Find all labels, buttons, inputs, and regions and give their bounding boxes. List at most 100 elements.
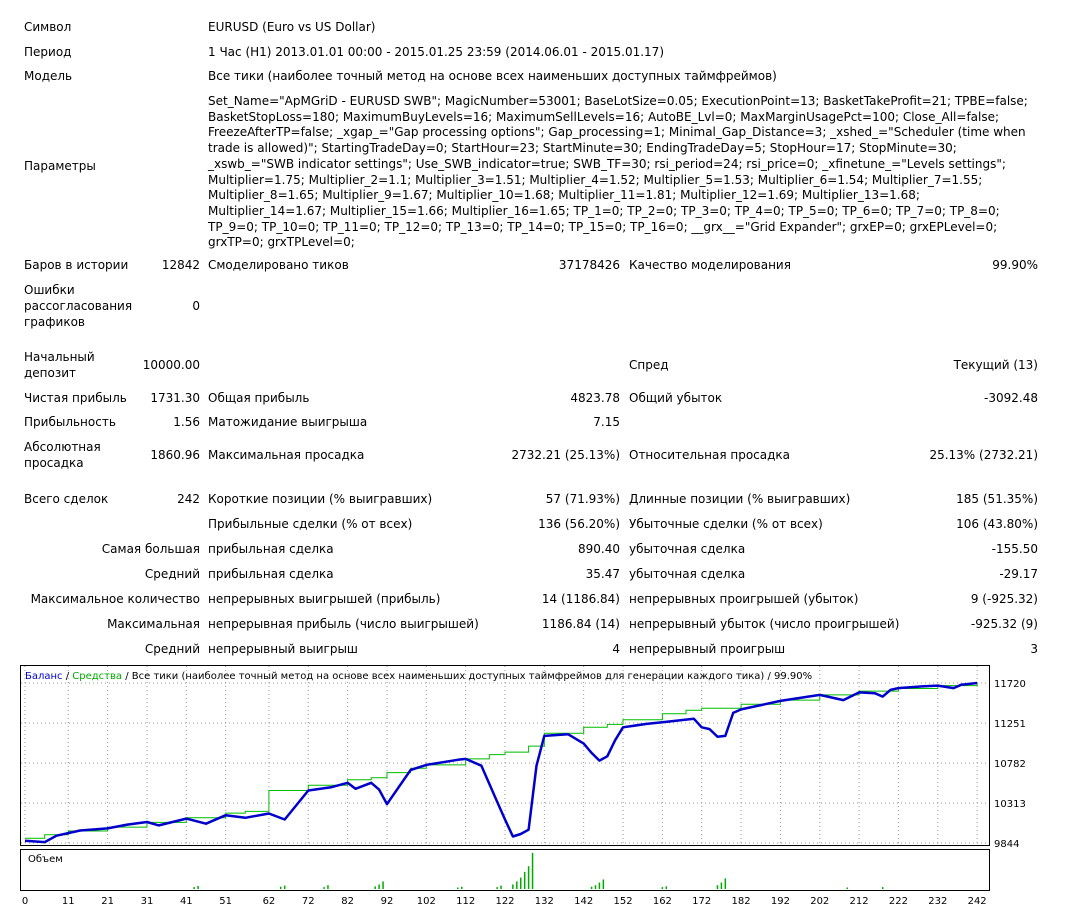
mismatch-label-1: Ошибки — [24, 283, 75, 297]
max-amount-loss-value: -925.32 (9) — [970, 617, 1038, 631]
average-loss-value: -29.17 — [999, 567, 1038, 581]
max-count-label: Максимальное количество — [30, 592, 200, 606]
max-amount-label: Максимальная — [107, 617, 200, 631]
deposit-label-2: депозит — [24, 366, 77, 380]
gross-loss-label: Общий убыток — [629, 391, 723, 405]
y-axis: 11720 11251 10782 10313 9844 — [994, 679, 1026, 850]
volume-bar — [531, 852, 534, 889]
abs-drawdown-label-2: просадка — [24, 456, 84, 470]
volume-bar — [724, 878, 727, 889]
volume-plot-frame — [20, 849, 990, 891]
largest-loss-value: -155.50 — [991, 542, 1038, 556]
x-tick-label: 31 — [141, 896, 154, 907]
volume-bar — [457, 887, 459, 889]
gross-profit-label: Общая прибыль — [208, 391, 310, 405]
volume-bar — [374, 886, 376, 889]
max-drawdown-label: Максимальная просадка — [208, 448, 365, 462]
mismatch-label-2: рассогласования — [24, 299, 133, 313]
legend-balance: Баланс — [25, 671, 63, 682]
x-tick-label: 142 — [574, 896, 593, 907]
x-tick-label: 112 — [456, 896, 475, 907]
volume-bar — [881, 887, 884, 889]
period-label: Период — [24, 45, 72, 59]
volume-bar — [283, 885, 286, 889]
profit-factor-value: 1.56 — [173, 415, 200, 429]
params-value: Set_Name="ApMGriD - EURUSD SWB"; MagicNu… — [208, 94, 1028, 250]
short-pos-label: Короткие позиции (% выигравших) — [208, 492, 433, 506]
quality-label: Качество моделирования — [629, 258, 791, 272]
volume-bar — [382, 881, 384, 889]
x-tick-label: 242 — [968, 896, 987, 907]
x-tick-label: 62 — [263, 896, 276, 907]
deposit-label-1: Начальный — [24, 350, 95, 364]
legend-rest: / Все тики (наиболее точный метод на осн… — [122, 671, 812, 682]
balance-chart: 11720 11251 10782 10313 9844 0 11 21 31 41 51 62 72… — [20, 665, 1026, 907]
avg-consec-loss-label: непрерывный проигрыш — [629, 642, 786, 656]
expected-payoff-label: Матожидание выигрыша — [208, 415, 368, 429]
chart-title: Баланс / Средства / Все тики (наиболее т… — [25, 671, 812, 682]
period-value: 1 Час (H1) 2013.01.01 00:00 - 2015.01.25… — [208, 45, 664, 59]
loss-trades-label: Убыточные сделки (% от всех) — [629, 517, 823, 531]
max-amount-win-label: непрерывная прибыль (число выигрышей) — [208, 617, 479, 631]
x-tick-label: 152 — [613, 896, 632, 907]
y-tick-label: 10782 — [994, 759, 1026, 770]
ticks-label: Смоделировано тиков — [208, 258, 349, 272]
model-value: Все тики (наиболее точный метод на основ… — [208, 69, 777, 83]
volume-bar — [598, 882, 601, 889]
legend-equity: Средства — [72, 671, 122, 682]
max-count-win-value: 14 (1186.84) — [541, 592, 620, 606]
volume-bar — [460, 886, 463, 889]
max-count-loss-label: непрерывных проигрышей (убыток) — [629, 592, 859, 606]
x-tick-label: 212 — [850, 896, 869, 907]
volume-bar — [327, 885, 329, 889]
short-pos-value: 57 (71.93%) — [545, 492, 620, 506]
x-tick-label: 182 — [732, 896, 751, 907]
total-trades-label: Всего сделок — [24, 492, 109, 506]
expected-payoff-value: 7.15 — [593, 415, 620, 429]
gross-profit-value: 4823.78 — [570, 391, 620, 405]
bars-value: 12842 — [161, 258, 200, 272]
long-pos-label: Длинные позиции (% выигравших) — [629, 492, 851, 506]
total-trades-value: 242 — [177, 492, 200, 506]
quality-value: 99.90% — [992, 258, 1038, 272]
avg-consec-label: Средний — [144, 642, 200, 656]
symbol-label: Символ — [24, 20, 72, 34]
mismatch-value: 0 — [192, 299, 200, 313]
legend-sep: / — [63, 671, 73, 682]
loss-trades-value: 106 (43.80%) — [956, 517, 1038, 531]
volume-bar — [496, 887, 498, 889]
symbol-value: EURUSD (Euro vs US Dollar) — [208, 20, 376, 34]
x-tick-label: 0 — [22, 896, 28, 907]
x-tick-label: 202 — [810, 896, 829, 907]
volume-bar — [378, 884, 380, 889]
volume-bar — [716, 885, 719, 889]
abs-drawdown-value: 1860.96 — [150, 448, 200, 462]
max-drawdown-value: 2732.21 (25.13%) — [511, 448, 620, 462]
volume-bar — [527, 866, 530, 889]
rel-drawdown-value: 25.13% (2732.21) — [929, 448, 1038, 462]
average-loss-label: убыточная сделка — [629, 567, 746, 581]
volume-bar — [323, 887, 325, 889]
volume-label: Объем — [28, 854, 63, 865]
average-label: Средний — [144, 567, 200, 581]
abs-drawdown-label-1: Абсолютная — [24, 440, 101, 454]
x-tick-label: 41 — [180, 896, 193, 907]
ticks-value: 37178426 — [558, 258, 620, 272]
largest-profit-value: 890.40 — [578, 542, 620, 556]
max-amount-loss-label: непрерывный убыток (число проигрышей) — [629, 617, 900, 631]
profit-factor-label: Прибыльность — [24, 415, 116, 429]
net-profit-value: 1731.30 — [150, 391, 200, 405]
mismatch-label-3: графиков — [24, 315, 85, 329]
y-tick-label: 11251 — [994, 719, 1026, 730]
x-tick-label: 72 — [302, 896, 315, 907]
volume-bar — [602, 879, 605, 889]
largest-loss-label: убыточная сделка — [629, 542, 746, 556]
x-tick-label: 162 — [653, 896, 672, 907]
x-tick-label: 132 — [535, 896, 554, 907]
model-label: Модель — [24, 69, 73, 83]
x-tick-label: 82 — [341, 896, 354, 907]
params-label: Параметры — [24, 159, 96, 173]
balance-line — [24, 681, 978, 844]
spread-value: Текущий (13) — [953, 358, 1038, 372]
x-tick-label: 172 — [692, 896, 711, 907]
